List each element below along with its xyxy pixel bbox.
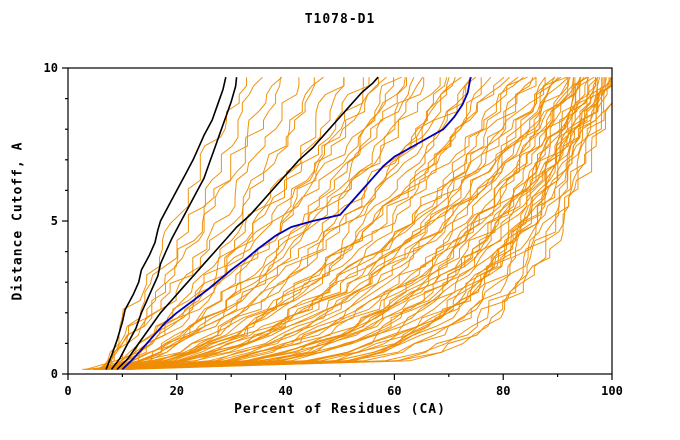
x-tick-label: 60 (387, 384, 401, 398)
orange-model-curve (102, 76, 387, 370)
x-axis-label: Percent of Residues (CA) (234, 402, 446, 417)
orange-model-curve (100, 77, 281, 370)
orange-model-curve (97, 77, 555, 370)
orange-model-curve (97, 76, 324, 370)
orange-model-curve (96, 77, 611, 370)
orange-model-curve (112, 76, 473, 370)
orange-model-curve (100, 77, 248, 370)
orange-model-curve (107, 76, 582, 370)
orange-model-curve (86, 77, 570, 370)
orange-model-curve (113, 77, 407, 370)
orange-model-curve (94, 77, 300, 370)
orange-model-curve (99, 77, 610, 370)
orange-model-curve (126, 76, 590, 370)
orange-model-curve (131, 77, 448, 370)
orange-model-curve (82, 77, 597, 370)
black-model-middle-curve (116, 76, 379, 370)
orange-model-curve (101, 76, 528, 370)
x-tick-label: 40 (278, 384, 292, 398)
orange-model-curve (102, 77, 613, 370)
orange-model-curve (92, 76, 589, 370)
x-tick-label: 100 (601, 384, 623, 398)
orange-model-curve (98, 77, 581, 370)
y-tick-label: 10 (44, 61, 58, 75)
orange-model-curve (103, 76, 283, 370)
orange-model-curve (129, 77, 598, 370)
orange-model-curve (97, 77, 425, 370)
x-tick-label: 20 (170, 384, 184, 398)
orange-model-curve (95, 76, 492, 370)
orange-model-curve (125, 77, 603, 370)
orange-model-curve (114, 76, 569, 370)
orange-model-curve (94, 76, 472, 370)
orange-model-curve (108, 77, 613, 370)
y-tick-label: 0 (51, 367, 58, 381)
orange-model-curve (125, 76, 587, 370)
orange-model-curve (97, 76, 556, 370)
y-axis-label-text: Distance Cutoff, A (10, 141, 26, 301)
orange-model-curve (120, 77, 581, 370)
y-tick-label: 5 (51, 214, 58, 228)
orange-model-curve (97, 76, 510, 370)
orange-model-curve (92, 76, 546, 370)
black-model-left-1-curve (105, 77, 227, 370)
orange-model-curve (116, 77, 596, 370)
orange-model-curve (84, 77, 534, 370)
x-tick-label: 80 (496, 384, 510, 398)
orange-model-curve (102, 76, 462, 370)
blue-model-curve (121, 77, 472, 371)
orange-model-curve (120, 77, 441, 370)
orange-model-curve (109, 77, 576, 370)
orange-model-curve (107, 77, 569, 370)
x-tick-label: 0 (64, 384, 71, 398)
orange-model-curve (106, 77, 315, 370)
orange-model-curve (118, 77, 370, 370)
orange-model-curve (117, 77, 395, 370)
orange-model-curve (107, 76, 263, 370)
black-model-left-2-curve (110, 77, 238, 370)
orange-model-curve (103, 76, 599, 370)
orange-model-curve (101, 77, 601, 370)
orange-model-curve (106, 77, 613, 370)
chart-title: T1078-D1 (304, 12, 376, 27)
